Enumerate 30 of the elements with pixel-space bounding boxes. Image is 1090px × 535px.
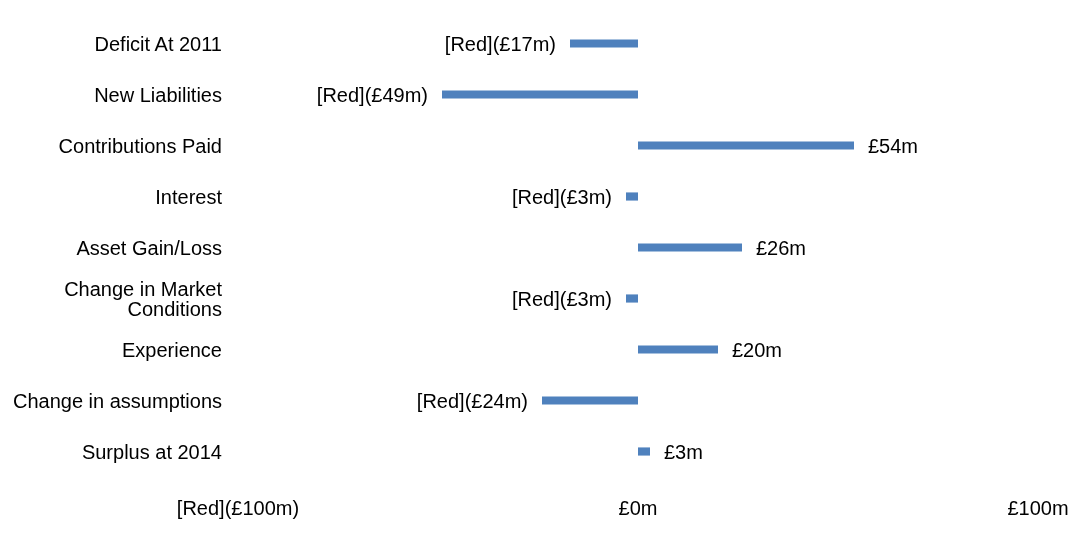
y-tick-label: Deficit At 2011 bbox=[94, 32, 222, 55]
data-label: [Red](£17m) bbox=[444, 32, 556, 55]
x-tick-label: [Red](£100m) bbox=[176, 497, 300, 520]
bar bbox=[638, 345, 718, 354]
bar bbox=[638, 243, 742, 252]
data-label: £20m bbox=[732, 338, 783, 361]
y-tick-label: Surplus at 2014 bbox=[81, 440, 222, 463]
bar bbox=[542, 396, 638, 405]
y-tick-label: Contributions Paid bbox=[58, 134, 222, 157]
bar bbox=[638, 447, 650, 456]
bar bbox=[442, 90, 638, 99]
data-label: £3m bbox=[664, 440, 703, 463]
x-tick-label: £100m bbox=[1007, 497, 1069, 520]
y-tick-label: Asset Gain/Loss bbox=[76, 236, 222, 259]
data-label: [Red](£49m) bbox=[316, 83, 428, 106]
data-label: £26m bbox=[756, 236, 807, 259]
y-tick-label: Change in Market Conditions bbox=[64, 277, 223, 320]
bar bbox=[638, 141, 854, 150]
data-label: [Red](£3m) bbox=[511, 185, 612, 208]
y-tick-label: Interest bbox=[155, 185, 223, 208]
y-tick-label: Change in assumptions bbox=[12, 389, 222, 412]
y-tick-label: New Liabilities bbox=[94, 83, 222, 106]
bar bbox=[626, 192, 638, 201]
bar bbox=[570, 39, 638, 48]
y-tick-label: Experience bbox=[121, 338, 222, 361]
data-label: [Red](£3m) bbox=[511, 287, 612, 310]
bar bbox=[626, 294, 638, 303]
x-tick-label: £0m bbox=[618, 497, 658, 520]
data-label: [Red](£24m) bbox=[416, 389, 528, 412]
data-label: £54m bbox=[868, 134, 919, 157]
